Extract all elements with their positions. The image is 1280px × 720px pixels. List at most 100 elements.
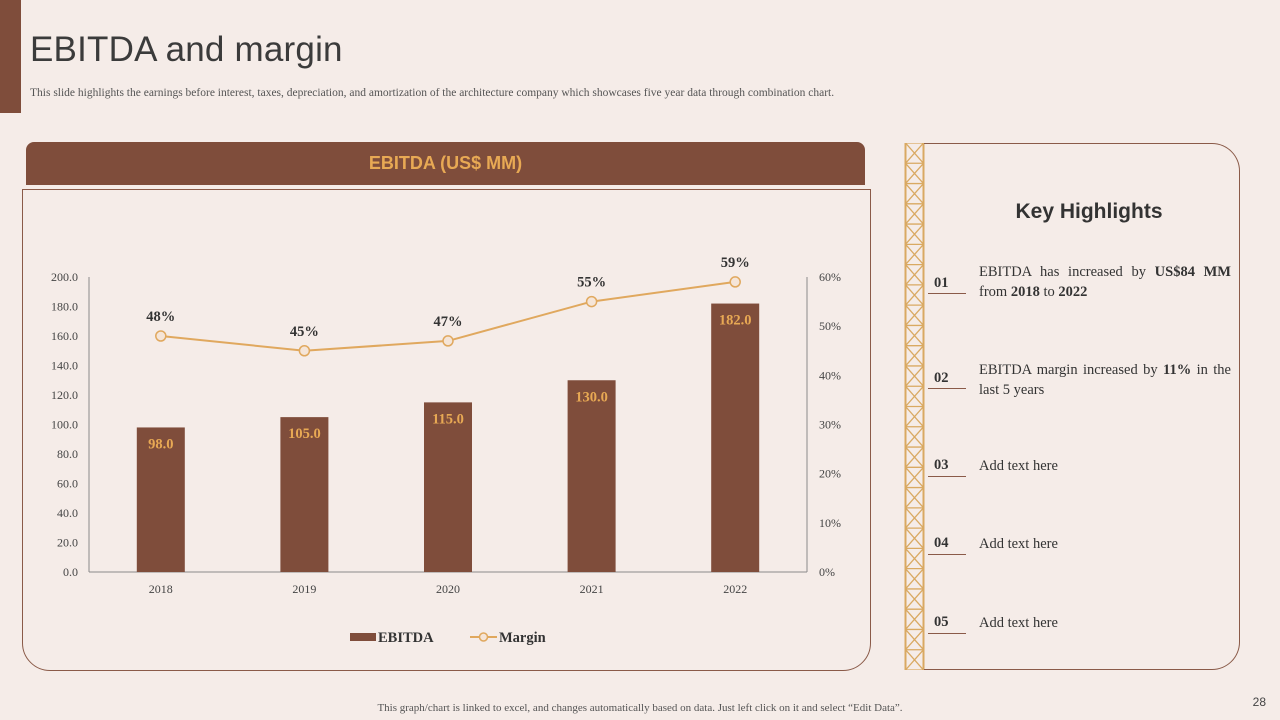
y-left-tick-label: 40.0: [57, 506, 78, 520]
scaffold-strut: [905, 649, 924, 670]
scaffold-strut: [905, 183, 924, 205]
bar-data-label: 182.0: [719, 313, 752, 329]
scaffold-strut: [905, 527, 924, 549]
margin-data-label: 48%: [146, 309, 175, 325]
scaffold-strut: [905, 588, 924, 610]
scaffold-strut: [905, 345, 924, 367]
scaffold-strut: [905, 304, 924, 326]
legend-swatch-margin-marker: [478, 632, 489, 642]
highlight-underline: [928, 633, 966, 634]
y-left-tick-label: 100.0: [51, 418, 78, 432]
margin-data-label: 55%: [577, 275, 606, 291]
y-right-tick-label: 10%: [819, 516, 841, 530]
y-left-tick-label: 140.0: [51, 359, 78, 373]
highlight-number: 02: [934, 370, 949, 386]
combo-chart[interactable]: 0.0 20.0 40.0 60.0 80.0 100.0 120.0 140.0 160.0 1…: [0, 0, 880, 720]
chart-header: EBITDA (US$ MM): [26, 142, 865, 185]
highlight-number: 04: [934, 535, 949, 551]
y-left-tick-label: 60.0: [57, 477, 78, 491]
y-right-tick-label: 60%: [819, 270, 841, 284]
highlight-underline: [928, 388, 966, 389]
bar-ebitda: [567, 380, 616, 572]
highlights-title: Key Highlights: [1015, 200, 1163, 223]
bar-data-label: 105.0: [288, 426, 321, 442]
bar-ebitda: [280, 417, 329, 572]
bar-data-label: 130.0: [575, 389, 608, 405]
scaffold-strut: [905, 446, 924, 468]
y-right-tick-label: 40%: [819, 368, 841, 382]
y-left-tick-label: 160.0: [51, 329, 78, 343]
chart-header-label: EBITDA (US$ MM): [368, 153, 523, 173]
margin-data-label: 47%: [434, 314, 463, 330]
scaffold-strut: [905, 629, 924, 651]
y-left-tick-label: 80.0: [57, 447, 78, 461]
y-left-tick-label: 20.0: [57, 536, 78, 550]
scaffold-strut: [905, 162, 924, 184]
scaffold-strut: [905, 203, 924, 225]
y-left-tick-label: 200.0: [51, 270, 78, 284]
highlight-underline: [928, 554, 966, 555]
scaffold-strut: [905, 223, 924, 245]
margin-point: [298, 345, 311, 357]
highlight-text: Add text here: [979, 458, 1058, 474]
highlight-underline: [928, 476, 966, 477]
margin-data-label: 45%: [290, 324, 319, 340]
y-right-tick-label: 50%: [819, 319, 841, 333]
scaffold-strut: [905, 487, 924, 509]
scaffold-strut: [905, 284, 924, 306]
x-tick-label: 2021: [580, 582, 604, 596]
y-left-tick-label: 180.0: [51, 300, 78, 314]
legend-label-ebitda: EBITDA: [378, 630, 434, 646]
highlight-number: 05: [934, 614, 949, 630]
bar-data-label: 115.0: [432, 411, 464, 427]
scaffold-strut: [905, 243, 924, 266]
highlight-number: 01: [934, 275, 949, 291]
legend-swatch-ebitda: [350, 633, 376, 641]
bar-ebitda: [136, 427, 185, 572]
x-tick-label: 2018: [149, 582, 173, 596]
scaffold-strut: [905, 385, 924, 407]
y-right-tick-label: 0%: [819, 565, 835, 579]
highlight-text: EBITDA margin increased by 11% in the la…: [979, 362, 1231, 398]
y-right-tick-label: 20%: [819, 467, 841, 481]
x-tick-label: 2022: [723, 582, 747, 596]
margin-point: [155, 330, 167, 342]
margin-point: [442, 335, 454, 347]
highlights-panel: [924, 143, 1240, 670]
scaffold-strut: [905, 406, 924, 428]
y-left-tick-label: 0.0: [63, 565, 78, 579]
scaffold-strut: [905, 426, 924, 448]
scaffold-strut: [905, 264, 924, 286]
margin-point: [585, 295, 598, 308]
bar-ebitda: [424, 402, 472, 572]
highlight-number: 03: [934, 457, 949, 473]
scaffold-strut: [905, 507, 924, 529]
scaffold-decoration: [904, 143, 925, 670]
scaffold-strut: [905, 547, 924, 570]
y-right-tick-label: 30%: [819, 418, 841, 432]
scaffold-strut: [905, 324, 924, 347]
scaffold-strut: [905, 608, 924, 630]
page-number: 28: [1252, 695, 1266, 709]
page-subtitle: This slide highlights the earnings befor…: [30, 87, 835, 99]
y-left-tick-label: 120.0: [51, 388, 78, 402]
margin-data-label: 59%: [721, 255, 750, 271]
x-tick-label: 2020: [436, 582, 460, 596]
legend-label-margin: Margin: [499, 630, 546, 646]
highlight-text: Add text here: [979, 536, 1058, 552]
chart-panel: [22, 189, 871, 671]
scaffold-strut: [905, 466, 924, 489]
footer-note: This graph/chart is linked to excel, and…: [377, 702, 903, 714]
x-tick-label: 2019: [292, 582, 316, 596]
highlight-underline: [928, 293, 966, 294]
highlight-text: EBITDA has increased by US$84 MM from 20…: [979, 264, 1231, 300]
scaffold-strut: [905, 143, 924, 164]
scaffold-strut: [905, 568, 924, 590]
scaffold-strut: [905, 365, 924, 387]
bar-ebitda: [711, 303, 760, 572]
highlight-text: Add text here: [979, 615, 1058, 631]
accent-bar: [0, 0, 21, 113]
bar-data-label: 98.0: [148, 436, 173, 452]
page-title: EBITDA and margin: [30, 30, 343, 69]
margin-point: [729, 276, 741, 288]
